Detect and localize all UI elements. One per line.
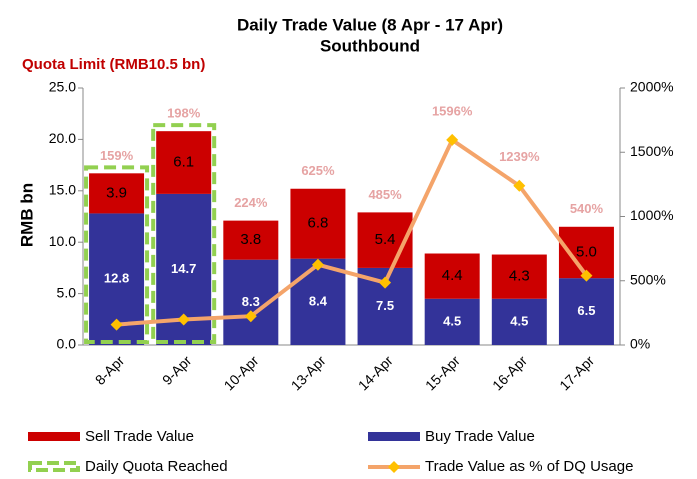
bar-segment [89, 173, 145, 214]
legend-swatch [28, 461, 80, 472]
line-marker [446, 133, 459, 146]
legend-swatch [388, 461, 400, 473]
bar-value-label: 14.7 [171, 261, 196, 276]
x-tick-label: 15-Apr [422, 352, 463, 393]
x-tick-label: 16-Apr [489, 352, 530, 393]
x-tick-label: 10-Apr [221, 352, 262, 393]
line-value-label: 625% [301, 163, 335, 178]
y-tick-label: 10.0 [49, 233, 76, 249]
x-tick-label: 14-Apr [355, 352, 396, 393]
legend-swatch [368, 432, 420, 441]
x-tick-label: 9-Apr [159, 352, 195, 388]
bar-value-label: 8.4 [309, 293, 328, 308]
line-value-label: 198% [167, 106, 201, 121]
bar-value-label: 6.1 [173, 153, 194, 170]
legend-label: Buy Trade Value [425, 428, 535, 445]
line-marker [177, 313, 190, 326]
y2-tick-label: 0% [630, 336, 650, 352]
line-value-label: 159% [100, 148, 134, 163]
y-axis-label: RMB bn [17, 183, 36, 247]
bar-segment [290, 188, 346, 259]
x-tick-label: 8-Apr [92, 352, 128, 388]
line-value-label: 540% [570, 201, 604, 216]
line-marker [244, 310, 257, 323]
chart-title: Daily Trade Value (8 Apr - 17 Apr) [237, 15, 503, 34]
bar-value-label: 8.3 [242, 294, 260, 309]
quota-box [151, 123, 217, 345]
legend-label: Sell Trade Value [85, 428, 194, 445]
legend-swatch [28, 432, 80, 441]
bar-value-label: 6.5 [577, 303, 595, 318]
line-marker [580, 269, 593, 282]
line-value-label: 1596% [432, 103, 473, 118]
x-tick-label: 13-Apr [288, 352, 329, 393]
bar-value-label: 4.4 [442, 267, 463, 284]
bar-value-label: 5.0 [576, 243, 597, 260]
line-marker [513, 179, 526, 192]
y2-tick-label: 2000% [630, 79, 674, 95]
line-value-label: 224% [234, 195, 268, 210]
y-tick-label: 0.0 [57, 336, 77, 352]
chart-subtitle: Southbound [320, 36, 420, 55]
bar-value-label: 3.8 [240, 231, 261, 248]
bar-segment [491, 254, 547, 299]
line-value-label: 1239% [499, 149, 540, 164]
bar-value-label: 4.5 [443, 313, 461, 328]
quota-box [84, 165, 150, 344]
line-marker [311, 258, 324, 271]
y2-tick-label: 1500% [630, 143, 674, 159]
y-tick-label: 15.0 [49, 182, 76, 198]
bar-value-label: 4.5 [510, 313, 528, 328]
bar-value-label: 7.5 [376, 298, 394, 313]
y2-tick-label: 500% [630, 271, 666, 287]
y-tick-label: 20.0 [49, 130, 76, 146]
bar-value-label: 4.3 [509, 268, 530, 285]
x-tick-label: 17-Apr [556, 352, 597, 393]
line-series [116, 136, 589, 327]
bar-value-label: 6.8 [308, 215, 329, 232]
bar-value-label: 3.9 [106, 184, 127, 201]
bar-value-label: 12.8 [104, 271, 129, 286]
y2-tick-label: 1000% [630, 207, 674, 223]
legend-label: Trade Value as % of DQ Usage [425, 458, 633, 475]
bar-segment [290, 258, 346, 345]
line-value-label: 485% [368, 187, 402, 202]
line-marker [110, 318, 123, 331]
bar-segment [558, 278, 614, 345]
line-marker [379, 276, 392, 289]
annotation: Quota Limit (RMB10.5 bn) [22, 56, 205, 73]
y-tick-label: 25.0 [49, 79, 76, 95]
bar-segment [491, 298, 547, 345]
bar-segment [223, 220, 279, 260]
bar-segment [424, 298, 480, 345]
bar-value-label: 5.4 [375, 231, 396, 248]
legend-label: Daily Quota Reached [85, 458, 228, 475]
y-tick-label: 5.0 [57, 284, 77, 300]
bar-segment [156, 131, 212, 194]
bar-segment [424, 253, 480, 299]
